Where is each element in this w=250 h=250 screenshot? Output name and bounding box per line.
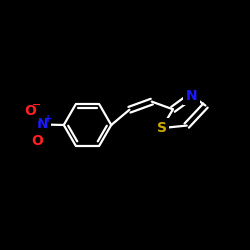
Text: O: O — [32, 134, 44, 148]
Text: S: S — [157, 121, 167, 135]
Text: N: N — [37, 118, 48, 132]
Text: +: + — [44, 114, 52, 124]
Text: N: N — [186, 88, 198, 102]
Text: −: − — [32, 100, 42, 110]
Text: O: O — [24, 104, 36, 118]
